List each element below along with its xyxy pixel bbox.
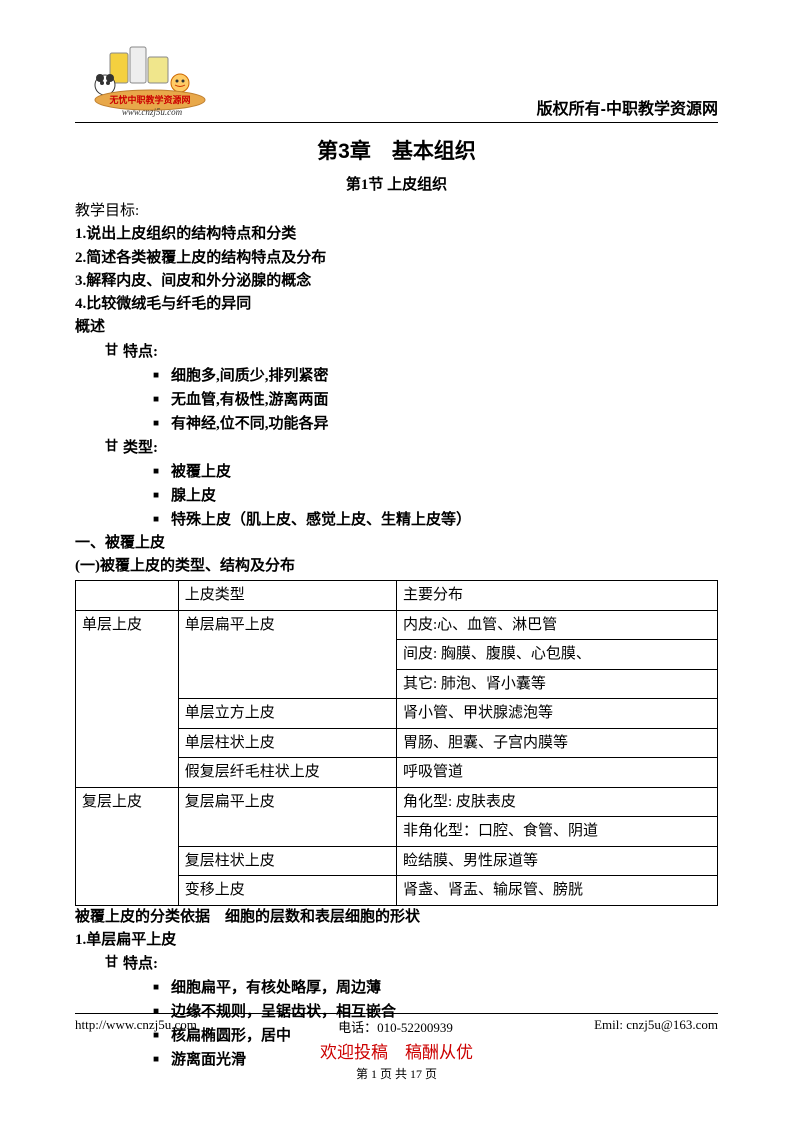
cell-type: 复层扁平上皮 [178, 787, 396, 846]
footer-url: http://www.cnzj5u.com [75, 1017, 197, 1036]
th-dist: 主要分布 [396, 581, 717, 611]
header-divider [75, 122, 718, 123]
th-type: 上皮类型 [178, 581, 396, 611]
objective-1: 1.说出上皮组织的结构特点和分类 [75, 223, 718, 246]
table-header-row: 上皮类型 主要分布 [76, 581, 718, 611]
sub1-heading: 1.单层扁平上皮 [75, 929, 718, 952]
types-label: 类型: [75, 436, 718, 460]
cell-dist: 非角化型：口腔、食管、阴道 [396, 817, 717, 847]
cell-dist: 间皮: 胸膜、腹膜、心包膜、 [396, 640, 717, 670]
cell-dist: 呼吸管道 [396, 758, 717, 788]
type-2: 腺上皮 [75, 484, 718, 508]
footer-slogan: 欢迎投稿 稿酬从优 [75, 1038, 718, 1063]
chapter-title: 第3章 基本组织 [75, 135, 718, 165]
page-content: 第3章 基本组织 第1节 上皮组织 教学目标: 1.说出上皮组织的结构特点和分类… [75, 135, 718, 1072]
table-row: 复层上皮 复层扁平上皮 角化型: 皮肤表皮 [76, 787, 718, 817]
feature-2: 无血管,有极性,游离两面 [75, 388, 718, 412]
sub1-feat-1: 细胞扁平，有核处略厚，周边薄 [75, 976, 718, 1000]
type-3: 特殊上皮（肌上皮、感觉上皮、生精上皮等） [75, 508, 718, 532]
cell-dist: 肾盏、肾盂、输尿管、膀胱 [396, 876, 717, 906]
sub1-features-label: 特点: [75, 952, 718, 976]
objective-3: 3.解释内皮、间皮和外分泌腺的概念 [75, 270, 718, 293]
cell-dist: 胃肠、胆囊、子宫内膜等 [396, 728, 717, 758]
feature-1: 细胞多,间质少,排列紧密 [75, 364, 718, 388]
svg-text:无忧中职教学资源网: 无忧中职教学资源网 [108, 94, 190, 105]
section1-subheading: (一)被覆上皮的类型、结构及分布 [75, 555, 718, 578]
cell-dist: 肾小管、甲状腺滤泡等 [396, 699, 717, 729]
footer-divider [75, 1013, 718, 1014]
th-blank [76, 581, 179, 611]
cell-dist: 角化型: 皮肤表皮 [396, 787, 717, 817]
footer-page-number: 第 1 页 共 17 页 [75, 1065, 718, 1082]
overview-label: 概述 [75, 316, 718, 339]
objective-2: 2.简述各类被覆上皮的结构特点及分布 [75, 247, 718, 270]
cell-dist: 其它: 肺泡、肾小囊等 [396, 669, 717, 699]
section-title: 第1节 上皮组织 [75, 173, 718, 194]
footer-phone: 电话：010-52200939 [338, 1017, 453, 1036]
page-footer: http://www.cnzj5u.com 电话：010-52200939 Em… [75, 1013, 718, 1082]
footer-email: Emil: cnzj5u@163.com [594, 1017, 718, 1036]
epithelium-table: 上皮类型 主要分布 单层上皮 单层扁平上皮 内皮:心、血管、淋巴管 间皮: 胸膜… [75, 580, 718, 906]
features-label: 特点: [75, 340, 718, 364]
cell-type: 变移上皮 [178, 876, 396, 906]
objective-4: 4.比较微绒毛与纤毛的异同 [75, 293, 718, 316]
classification-note: 被覆上皮的分类依据 细胞的层数和表层细胞的形状 [75, 906, 718, 929]
cell-type: 单层扁平上皮 [178, 610, 396, 699]
copyright-header: 版权所有-中职教学资源网 [537, 95, 718, 119]
type-1: 被覆上皮 [75, 460, 718, 484]
feature-3: 有神经,位不同,功能各异 [75, 412, 718, 436]
cell-dist: 内皮:心、血管、淋巴管 [396, 610, 717, 640]
site-logo: 无忧中职教学资源网 www.cnzj5u.com [90, 45, 225, 120]
logo-url: www.cnzj5u.com [122, 107, 183, 117]
objectives-label: 教学目标: [75, 200, 718, 223]
group1-label: 单层上皮 [76, 610, 179, 787]
group2-label: 复层上皮 [76, 787, 179, 905]
section1-heading: 一、被覆上皮 [75, 532, 718, 555]
table-row: 单层上皮 单层扁平上皮 内皮:心、血管、淋巴管 [76, 610, 718, 640]
cell-type: 单层柱状上皮 [178, 728, 396, 758]
cell-type: 单层立方上皮 [178, 699, 396, 729]
cell-dist: 睑结膜、男性尿道等 [396, 846, 717, 876]
cell-type: 假复层纤毛柱状上皮 [178, 758, 396, 788]
cell-type: 复层柱状上皮 [178, 846, 396, 876]
